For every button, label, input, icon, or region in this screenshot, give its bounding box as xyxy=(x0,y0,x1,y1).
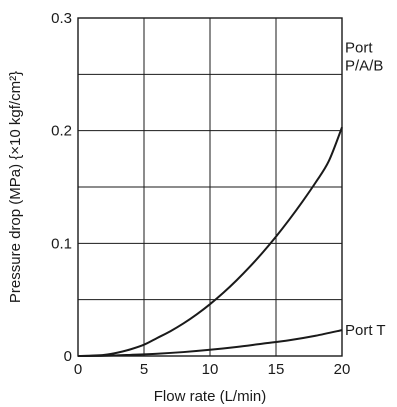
curves xyxy=(77,126,343,357)
x-tick-label: 0 xyxy=(74,361,82,378)
series-line-port-pab xyxy=(77,126,343,357)
x-tick-label: 10 xyxy=(202,361,219,378)
series-line-port-t xyxy=(77,329,343,357)
x-tick-label: 5 xyxy=(140,361,148,378)
series-label: Port T xyxy=(345,322,386,339)
x-axis-title: Flow rate (L/min) xyxy=(154,388,267,405)
y-tick-label: 0.2 xyxy=(51,123,72,140)
x-tick-label: 20 xyxy=(334,361,351,378)
series-label: P/A/B xyxy=(345,57,383,74)
tick-labels: 0 5 10 15 20 0 0.1 0.2 0.3 xyxy=(51,10,350,378)
x-tick-label: 15 xyxy=(268,361,285,378)
series-label: Port xyxy=(345,39,373,56)
y-tick-label: 0.1 xyxy=(51,235,72,252)
y-tick-label: 0.3 xyxy=(51,10,72,27)
plot-frame xyxy=(77,17,343,357)
y-tick-label: 0 xyxy=(64,348,72,365)
y-axis-title: Pressure drop (MPa) {×10 kgf/cm²} xyxy=(7,71,24,303)
